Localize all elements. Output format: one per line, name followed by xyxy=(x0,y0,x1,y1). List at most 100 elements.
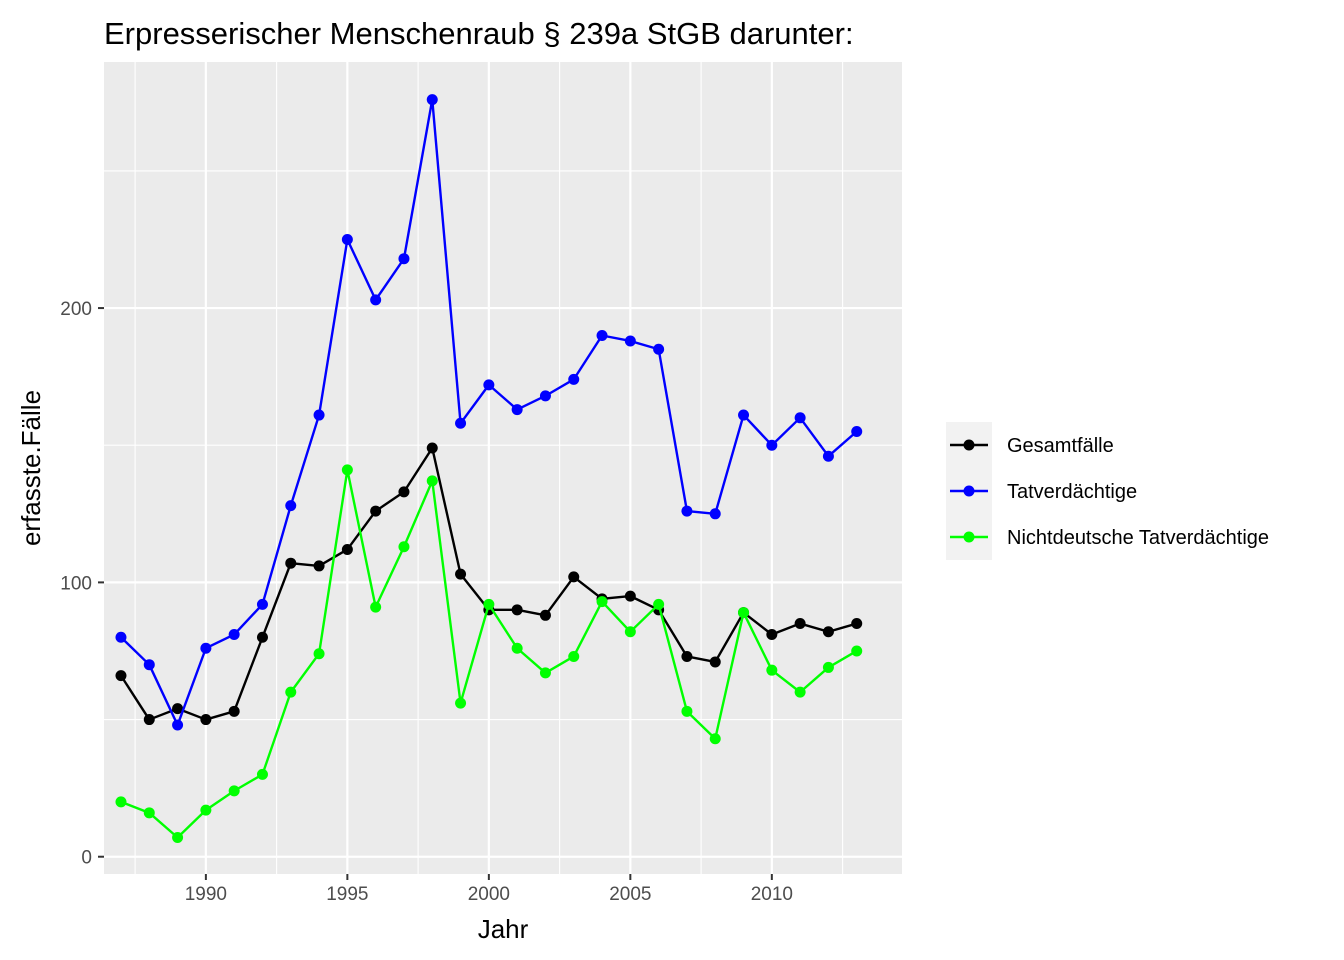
legend-key-point xyxy=(963,531,975,543)
data-point xyxy=(766,439,778,451)
series-layer xyxy=(115,94,863,844)
data-point xyxy=(426,94,438,106)
data-point xyxy=(794,686,806,698)
legend-item: Gesamtfälle xyxy=(946,422,1114,468)
data-point xyxy=(794,412,806,424)
data-point xyxy=(455,417,467,429)
data-point xyxy=(653,598,665,610)
data-point xyxy=(539,390,551,402)
data-point xyxy=(228,629,240,641)
data-point xyxy=(398,541,410,553)
data-point xyxy=(681,505,693,517)
data-point xyxy=(256,598,268,610)
data-point xyxy=(851,645,863,657)
data-point xyxy=(624,335,636,347)
data-point xyxy=(851,618,863,630)
data-point xyxy=(709,733,721,745)
data-point xyxy=(511,642,523,654)
data-point xyxy=(624,626,636,638)
data-point xyxy=(285,557,297,569)
data-point xyxy=(285,500,297,512)
data-point xyxy=(483,379,495,391)
plot-panel xyxy=(104,62,902,874)
legend-item: Nichtdeutsche Tatverdächtige xyxy=(946,514,1269,560)
data-point xyxy=(455,697,467,709)
data-point xyxy=(200,714,212,726)
axes: 1990 1995 2000 2005 2010 0 100 200 xyxy=(60,299,793,905)
data-point xyxy=(228,785,240,797)
data-point xyxy=(256,631,268,643)
legend: Gesamtfälle Tatverdächtige Nichtdeutsche T… xyxy=(946,422,1269,560)
data-point xyxy=(341,543,353,555)
x-axis-title: Jahr xyxy=(478,914,529,944)
data-point xyxy=(766,629,778,641)
legend-label: Nichtdeutsche Tatverdächtige xyxy=(1007,527,1269,549)
data-point xyxy=(115,631,127,643)
data-point xyxy=(341,233,353,245)
y-tick-label: 100 xyxy=(60,573,92,594)
data-point xyxy=(596,330,608,342)
legend-item: Tatverdächtige xyxy=(946,468,1137,514)
x-tick-label: 1995 xyxy=(326,884,368,905)
data-point xyxy=(256,768,268,780)
data-point xyxy=(851,426,863,438)
data-point xyxy=(738,607,750,619)
data-point xyxy=(200,804,212,816)
data-point xyxy=(313,648,325,660)
data-point xyxy=(539,609,551,621)
data-point xyxy=(822,450,834,462)
y-tick-label: 0 xyxy=(81,848,92,869)
data-point xyxy=(709,656,721,668)
data-point xyxy=(370,294,382,306)
gridlines xyxy=(104,62,902,874)
series-2 xyxy=(115,464,863,844)
legend-key-point xyxy=(963,485,975,497)
data-point xyxy=(511,604,523,616)
data-point xyxy=(455,568,467,580)
data-point xyxy=(143,714,155,726)
x-tick-label: 2000 xyxy=(468,884,510,905)
data-point xyxy=(539,667,551,679)
legend-label: Gesamtfälle xyxy=(1007,435,1114,457)
data-point xyxy=(624,590,636,602)
data-point xyxy=(143,807,155,819)
data-point xyxy=(511,404,523,416)
data-point xyxy=(709,508,721,520)
data-point xyxy=(681,650,693,662)
data-point xyxy=(370,505,382,517)
data-point xyxy=(738,409,750,421)
data-point xyxy=(568,571,580,583)
data-point xyxy=(313,560,325,572)
data-point xyxy=(483,598,495,610)
data-point xyxy=(172,703,184,715)
legend-key-point xyxy=(963,439,975,451)
data-point xyxy=(115,670,127,682)
data-point xyxy=(766,664,778,676)
data-point xyxy=(143,659,155,671)
data-point xyxy=(115,796,127,808)
data-point xyxy=(200,642,212,654)
data-point xyxy=(822,661,834,673)
data-point xyxy=(228,705,240,717)
data-point xyxy=(822,626,834,638)
data-point xyxy=(794,618,806,630)
data-point xyxy=(426,442,438,454)
data-point xyxy=(172,719,184,731)
chart-title: Erpresserischer Menschenraub § 239a StGB… xyxy=(104,16,854,51)
series-1 xyxy=(115,94,863,731)
data-point xyxy=(341,464,353,476)
x-tick-label: 2010 xyxy=(751,884,793,905)
legend-label: Tatverdächtige xyxy=(1007,481,1137,503)
y-tick-label: 200 xyxy=(60,299,92,320)
data-point xyxy=(172,832,184,844)
data-point xyxy=(398,253,410,265)
x-tick-label: 2005 xyxy=(609,884,651,905)
y-axis-title: erfasste.Fälle xyxy=(16,390,46,546)
data-point xyxy=(568,650,580,662)
data-point xyxy=(653,343,665,355)
data-point xyxy=(285,686,297,698)
data-point xyxy=(568,373,580,385)
data-point xyxy=(681,705,693,717)
data-point xyxy=(313,409,325,421)
